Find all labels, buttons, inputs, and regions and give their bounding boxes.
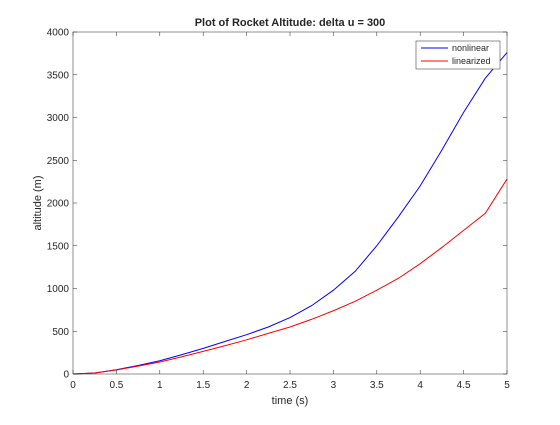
y-tick-label: 0: [63, 370, 69, 381]
x-tick-label: 1.5: [196, 380, 210, 391]
y-tick-label: 1500: [47, 241, 70, 252]
x-tick-label: 5: [504, 380, 510, 391]
y-tick-label: 2500: [47, 156, 70, 167]
y-tick-label: 3500: [47, 70, 70, 81]
y-tick-label: 2000: [47, 199, 70, 210]
x-tick-label: 4: [417, 380, 423, 391]
x-tick-label: 4.5: [457, 380, 471, 391]
y-tick-label: 500: [52, 327, 69, 338]
x-tick-label: 1: [157, 380, 163, 391]
legend-label-nonlinear: nonlinear: [452, 43, 489, 53]
legend-box: [415, 40, 501, 70]
y-tick-label: 1000: [47, 284, 70, 295]
y-tick-label: 4000: [47, 28, 70, 39]
x-tick-label: 2: [244, 380, 250, 391]
x-tick-label: 3.5: [370, 380, 384, 391]
series-line-nonlinear: [72, 52, 508, 375]
legend: nonlinear linearized: [415, 40, 501, 70]
x-tick-label: 0: [70, 380, 76, 391]
plot-area: [73, 32, 507, 374]
x-tick-label: 2.5: [283, 380, 297, 391]
x-tick-label: 0.5: [109, 380, 123, 391]
y-tick-label: 3000: [47, 113, 70, 124]
series-line-linearized: [72, 178, 508, 375]
chart-title: Plot of Rocket Altitude: delta u = 300: [195, 17, 386, 29]
legend-label-linearized: linearized: [452, 56, 491, 66]
x-axis-label: time (s): [272, 395, 309, 407]
y-axis-label: altitude (m): [32, 175, 44, 230]
x-tick-label: 3: [331, 380, 337, 391]
